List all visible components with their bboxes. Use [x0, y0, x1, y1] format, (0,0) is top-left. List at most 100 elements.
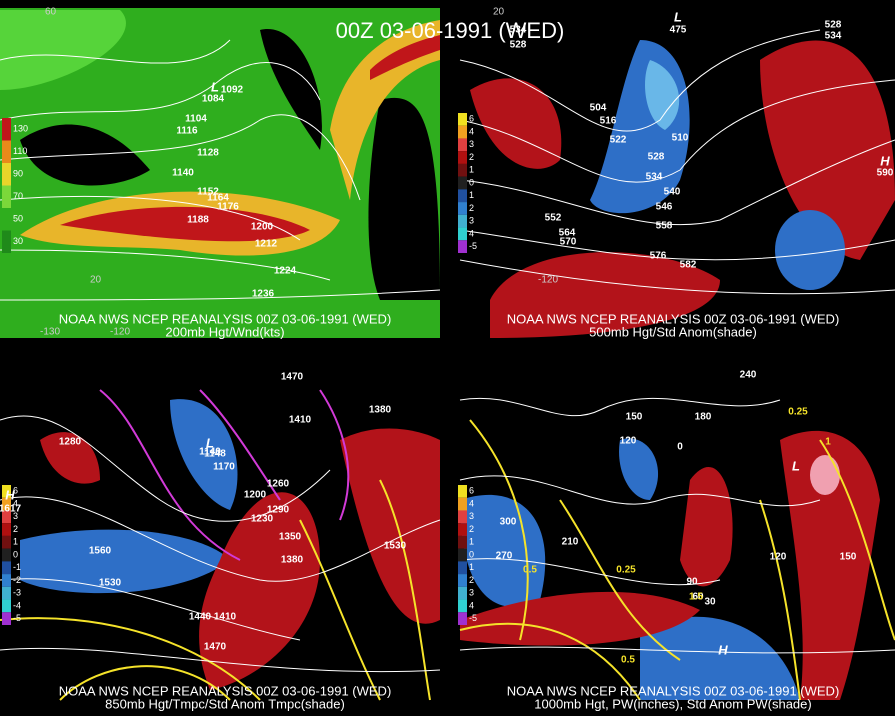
contour-label: 582 [680, 260, 697, 271]
legend-swatch [2, 140, 11, 163]
legend-swatch [458, 523, 467, 536]
contour-label: 1350 [279, 532, 302, 543]
legend-label: -5 [13, 613, 21, 623]
height-contour [0, 39, 441, 301]
legend-label: -4 [13, 600, 21, 610]
contour-label: 1140 [172, 168, 194, 179]
legend-label: 3 [469, 511, 474, 521]
legend-label: 3 [469, 216, 474, 226]
height-contour [0, 415, 441, 673]
legend-label: 4 [469, 228, 474, 238]
anomaly-negative [619, 438, 659, 500]
contour-label: 0.5 [621, 655, 635, 666]
axis-label: -130 [40, 327, 60, 338]
legend-swatch [2, 561, 11, 575]
legend-label: 3 [469, 139, 474, 149]
contour-label: 1200 [244, 490, 267, 501]
contour-label: 0.25 [616, 565, 636, 576]
anomaly-positive [470, 78, 562, 169]
contour-label: 1617 [0, 504, 22, 515]
legend-label: 6 [469, 114, 474, 124]
contour-label: 1440 [189, 612, 212, 623]
pw-contour [459, 419, 895, 701]
jet-core [370, 35, 440, 80]
wind-shade [0, 10, 126, 90]
contour-label: 1176 [217, 202, 239, 213]
anomaly-positive [199, 492, 320, 690]
axis-label: -120 [110, 327, 130, 338]
contour-label: 516 [600, 116, 617, 127]
contour-label: 558 [656, 221, 673, 232]
contour-label: 1128 [197, 148, 219, 159]
temperature-contour [99, 389, 350, 561]
legend-swatch [458, 548, 467, 562]
legend-label: 4 [13, 498, 18, 508]
legend-label: 1 [469, 190, 474, 200]
legend-label: 110 [13, 146, 27, 156]
contour-label: 1148 [204, 449, 226, 460]
legend-label: 6 [13, 486, 18, 496]
anomaly-negative [775, 210, 845, 290]
contour-label: 1280 [59, 437, 82, 448]
contour-label: L [792, 458, 800, 473]
legend-label: 2 [13, 524, 18, 534]
legend-swatch [458, 202, 467, 215]
contour-label: L [674, 9, 682, 24]
panel-subcaption: 850mb Hgt/Tmpc/Std Anom Tmpc(shade) [105, 696, 345, 711]
contour-label: 1410 [214, 612, 237, 623]
contour-label: 1560 [89, 546, 112, 557]
legend-label: 2 [469, 575, 474, 585]
contour-label: 1104 [185, 114, 207, 125]
contour-label: 150 [840, 552, 857, 563]
legend-label: 3 [13, 511, 18, 521]
panel-500mb [459, 29, 895, 338]
contour-label: 150 [626, 412, 643, 423]
anomaly-negative [460, 494, 546, 607]
contour-label: L [211, 79, 219, 94]
legend-swatch [2, 574, 11, 587]
panel-caption: NOAA NWS NCEP REANALYSIS 00Z 03-06-1991 … [59, 311, 392, 326]
contour-label: 90 [686, 577, 698, 588]
contour-label: 510 [672, 133, 689, 144]
contour-label: 1380 [281, 555, 304, 566]
contour-label: 570 [560, 237, 577, 248]
legend-label: -3 [13, 588, 21, 598]
anomaly-positive [340, 428, 440, 624]
legend-swatch [458, 497, 467, 511]
contour-label: 1092 [221, 85, 244, 96]
legend-swatch [2, 612, 11, 625]
legend-swatch [458, 485, 467, 498]
legend-label: 2 [469, 524, 474, 534]
panel-850mb [0, 389, 441, 701]
calm-area [368, 97, 440, 300]
contour-label: 1200 [251, 222, 274, 233]
contour-label: 1170 [213, 462, 235, 473]
contour-label: 475 [670, 25, 687, 36]
legend-label: 1 [469, 537, 474, 547]
legend-label: -5 [469, 613, 477, 623]
contour-label: 540 [664, 187, 681, 198]
contour-label: 522 [610, 135, 627, 146]
contour-label: 210 [562, 537, 579, 548]
contour-label: 1188 [187, 215, 209, 226]
contour-label: 534 [646, 172, 663, 183]
contour-label: 528 [510, 40, 527, 51]
contour-label: L [206, 435, 214, 450]
contour-label: 1290 [267, 505, 290, 516]
contour-label: 590 [877, 168, 894, 179]
legend-swatch [458, 227, 467, 241]
legend-label: 1 [469, 562, 474, 572]
contour-label: 270 [496, 551, 513, 562]
contour-label: 1470 [204, 642, 227, 653]
legend-label: 0 [13, 549, 18, 559]
contour-label: 504 [590, 103, 607, 114]
legend-swatch [2, 523, 11, 536]
legend-swatch [2, 208, 11, 231]
contour-label: 564 [559, 228, 576, 239]
legend-label: 50 [13, 214, 23, 224]
contour-label: 1230 [251, 514, 274, 525]
legend-label: 1 [13, 537, 18, 547]
legend-label: 6 [469, 486, 474, 496]
contour-label: 300 [500, 517, 517, 528]
